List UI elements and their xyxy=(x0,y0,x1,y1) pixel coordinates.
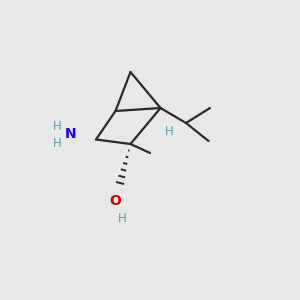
Text: O: O xyxy=(110,194,122,208)
Text: H: H xyxy=(53,119,62,133)
Text: H: H xyxy=(118,212,127,225)
Text: N: N xyxy=(65,127,76,141)
Text: H: H xyxy=(53,136,62,150)
Text: H: H xyxy=(165,125,174,139)
